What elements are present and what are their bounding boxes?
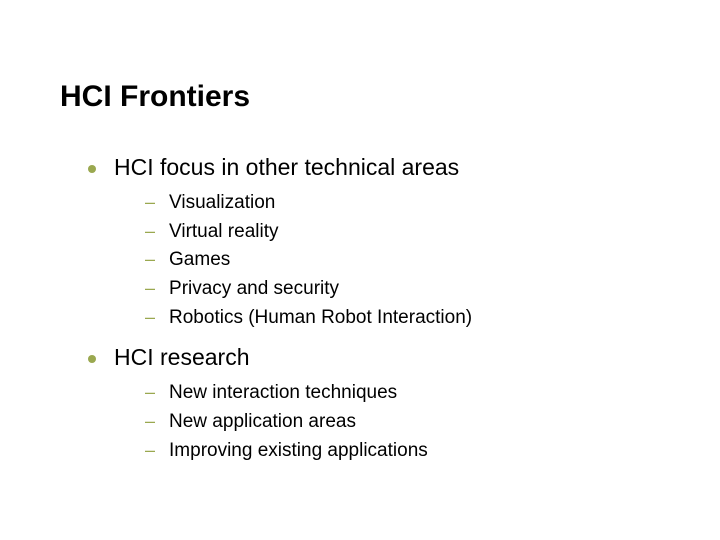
sub-item-text: Games (169, 248, 230, 273)
section-heading: HCI research (114, 344, 249, 371)
sub-bullet-item: – Privacy and security (60, 277, 660, 302)
dash-icon: – (145, 248, 155, 271)
dash-icon: – (145, 191, 155, 214)
sub-bullet-item: – Games (60, 248, 660, 273)
spacer (60, 334, 660, 344)
sub-bullet-item: – Improving existing applications (60, 439, 660, 464)
bullet-icon (88, 355, 96, 363)
slide-title: HCI Frontiers (60, 80, 660, 114)
sub-bullet-item: – Visualization (60, 191, 660, 216)
sub-item-text: New interaction techniques (169, 381, 397, 406)
sub-bullet-item: – Robotics (Human Robot Interaction) (60, 306, 660, 331)
sub-bullet-item: – New application areas (60, 410, 660, 435)
dash-icon: – (145, 381, 155, 404)
dash-icon: – (145, 277, 155, 300)
dash-icon: – (145, 220, 155, 243)
sub-bullet-item: – New interaction techniques (60, 381, 660, 406)
sub-item-text: Virtual reality (169, 220, 278, 245)
sub-item-text: Visualization (169, 191, 275, 216)
sub-item-text: Privacy and security (169, 277, 339, 302)
section-heading: HCI focus in other technical areas (114, 154, 459, 181)
dash-icon: – (145, 306, 155, 329)
sub-item-text: Robotics (Human Robot Interaction) (169, 306, 472, 331)
bullet-item: HCI focus in other technical areas (60, 154, 660, 181)
sub-item-text: Improving existing applications (169, 439, 428, 464)
dash-icon: – (145, 439, 155, 462)
sub-item-text: New application areas (169, 410, 356, 435)
bullet-icon (88, 165, 96, 173)
dash-icon: – (145, 410, 155, 433)
bullet-item: HCI research (60, 344, 660, 371)
slide-container: HCI Frontiers HCI focus in other technic… (0, 0, 720, 508)
sub-bullet-item: – Virtual reality (60, 220, 660, 245)
